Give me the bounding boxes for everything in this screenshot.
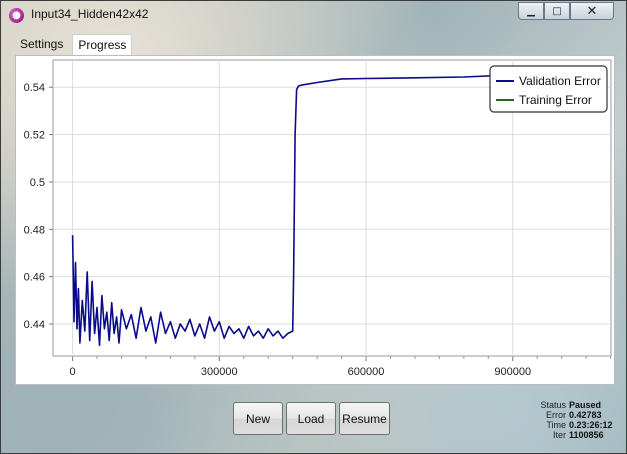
status-row: Status Paused [533,400,613,410]
window-controls: ▁ □ ✕ [518,2,614,20]
title-bar[interactable]: ● Input34_Hidden42x42 ▁ □ ✕ [1,1,626,31]
axis-ticks: 0.44 0.46 0.48 0.5 0.52 0.54 0 300000 600000 9000… [24,82,612,378]
progress-panel: 0.44 0.46 0.48 0.5 0.52 0.54 0 300000 600000 9000… [15,55,615,385]
error-label: Error [546,410,566,420]
x-tick-label: 300000 [201,366,238,378]
iter-value: 1100856 [569,430,604,440]
action-buttons: New Load Resume [233,402,390,435]
x-tick-label: 0 [70,366,76,378]
legend-box [489,65,608,113]
y-tick-label: 0.54 [24,82,45,94]
y-tick-label: 0.48 [24,224,45,236]
chart-legend: Validation Error Training Error [489,65,608,113]
iter-label: Iter [552,430,566,440]
tab-settings[interactable]: Settings [20,37,64,51]
new-button[interactable]: New [233,402,283,435]
y-tick-label: 0.44 [24,319,45,331]
y-tick-label: 0.46 [24,272,45,284]
x-tick-label: 900000 [494,366,531,378]
status-value: Paused [569,400,602,410]
y-tick-label: 0.52 [24,130,45,142]
minimize-button[interactable]: ▁ [518,2,544,20]
iter-row: Iter 1100856 [533,430,613,440]
series-line-validation [71,73,562,347]
y-tick-label: 0.5 [30,177,45,189]
load-button[interactable]: Load [286,402,336,435]
maximize-button[interactable]: □ [544,2,570,20]
tab-progress[interactable]: Progress [72,34,133,56]
status-panel: Status Paused Error 0.42783 Time 0.23:26… [533,400,613,440]
x-tick-label: 600000 [348,366,385,378]
error-chart: 0.44 0.46 0.48 0.5 0.52 0.54 0 300000 600000 9000… [24,59,612,378]
status-label: Status [540,400,566,410]
time-label: Time [546,420,566,430]
time-value: 0.23:26:12 [569,420,613,430]
app-logo-icon: ● [9,8,24,23]
resume-button[interactable]: Resume [339,402,390,435]
tab-bar: Settings Progress [15,34,133,56]
error-row: Error 0.42783 [533,410,613,420]
error-value: 0.42783 [569,410,602,420]
legend-label-training: Training Error [519,93,592,107]
window-title: Input34_Hidden42x42 [31,7,149,21]
series-layer [71,73,562,347]
legend-label-validation: Validation Error [519,74,601,88]
close-button[interactable]: ✕ [570,2,614,20]
time-row: Time 0.23:26:12 [533,420,613,430]
